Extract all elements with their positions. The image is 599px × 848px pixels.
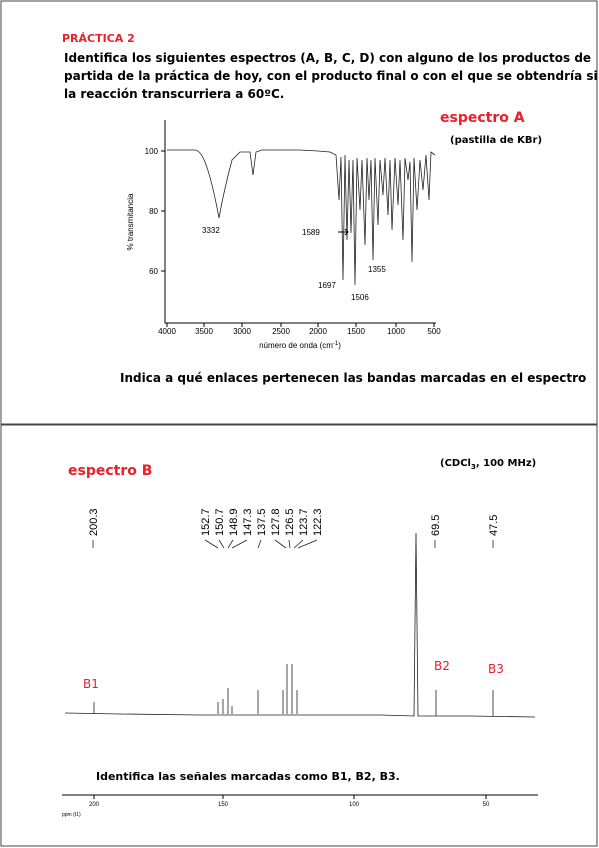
x-tick-label: 200 bbox=[89, 802, 100, 808]
peak-label: 1589 bbox=[302, 228, 320, 237]
solvent-text: , 100 MHz) bbox=[476, 458, 536, 469]
sample-note: (pastilla de KBr) bbox=[450, 135, 542, 146]
x-tick-label: 500 bbox=[427, 327, 441, 336]
signal-marker: B3 bbox=[488, 662, 504, 676]
x-tick-label: 3500 bbox=[195, 327, 213, 336]
solvent-note: (CDCl3, 100 MHz) bbox=[440, 458, 536, 471]
peak-label: 47.5 bbox=[488, 515, 500, 536]
solvent-text: (CDCl bbox=[440, 458, 471, 469]
x-tick-label: 4000 bbox=[158, 327, 176, 336]
peak-label: 150.7 bbox=[214, 508, 226, 536]
instruction-line: Identifica los siguientes espectros (A, … bbox=[64, 51, 591, 65]
nmr-baseline bbox=[64, 532, 536, 718]
x-tick-label: 150 bbox=[218, 802, 229, 808]
peak-label: 123.7 bbox=[298, 508, 310, 536]
y-tick-label: 100 bbox=[145, 147, 159, 156]
ir-spectrum bbox=[167, 149, 436, 286]
peak-label: 127.8 bbox=[270, 508, 282, 536]
peak-label: 152.7 bbox=[200, 508, 212, 536]
panel-border bbox=[0, 424, 598, 847]
peak-label: 1697 bbox=[318, 281, 336, 290]
instruction-line: partida de la práctica de hoy, con el pr… bbox=[64, 69, 598, 83]
peak-label: 126.5 bbox=[284, 508, 296, 536]
question: Indica a qué enlaces pertenecen las band… bbox=[120, 371, 586, 385]
x-axis-label: número de onda (cm-1) bbox=[259, 341, 341, 350]
heading: PRÁCTICA 2 bbox=[62, 32, 135, 45]
y-tick-label: 80 bbox=[149, 207, 158, 216]
x-tick-label: 2500 bbox=[272, 327, 290, 336]
peak-label: 3332 bbox=[202, 226, 220, 235]
label-connectors bbox=[92, 539, 494, 549]
panel-border bbox=[0, 0, 598, 425]
question: Identifica las señales marcadas como B1,… bbox=[96, 770, 400, 783]
ticks bbox=[161, 150, 435, 327]
x-axis-label-text: ) bbox=[338, 341, 341, 350]
x-axis-label: ppm (t1) bbox=[62, 812, 81, 818]
peak-label: 147.3 bbox=[242, 508, 254, 536]
signal-marker: B1 bbox=[83, 677, 99, 691]
peak-label: 69.5 bbox=[430, 515, 442, 536]
peak-label: 200.3 bbox=[88, 508, 100, 536]
x-tick-label: 3000 bbox=[233, 327, 251, 336]
peak-label: 122.3 bbox=[312, 508, 324, 536]
y-tick-label: 60 bbox=[149, 267, 158, 276]
ticks bbox=[93, 795, 487, 799]
x-tick-label: 1500 bbox=[347, 327, 365, 336]
peak-label: 1355 bbox=[368, 265, 386, 274]
nmr-peaks bbox=[93, 664, 494, 716]
peak-label: 148.9 bbox=[228, 508, 240, 536]
signal-marker: B2 bbox=[434, 659, 450, 673]
y-axis-label: % transmitancia bbox=[126, 193, 135, 250]
instruction-line: la reacción transcurriera a 60ºC. bbox=[64, 87, 284, 101]
peak-arrow bbox=[338, 228, 349, 236]
peak-label: 137.5 bbox=[256, 508, 268, 536]
peak-label: 1506 bbox=[351, 293, 369, 302]
x-tick-label: 100 bbox=[349, 802, 360, 808]
x-tick-label: 2000 bbox=[309, 327, 327, 336]
x-tick-label: 50 bbox=[483, 802, 490, 808]
x-tick-label: 1000 bbox=[387, 327, 405, 336]
spectrum-label: espectro B bbox=[68, 463, 152, 479]
spectrum-label: espectro A bbox=[440, 110, 525, 126]
x-axis-label-sup: -1 bbox=[333, 341, 339, 347]
axes bbox=[164, 120, 436, 324]
x-axis-label-text: número de onda (cm bbox=[259, 341, 333, 350]
solvent-sub: 3 bbox=[471, 463, 476, 471]
